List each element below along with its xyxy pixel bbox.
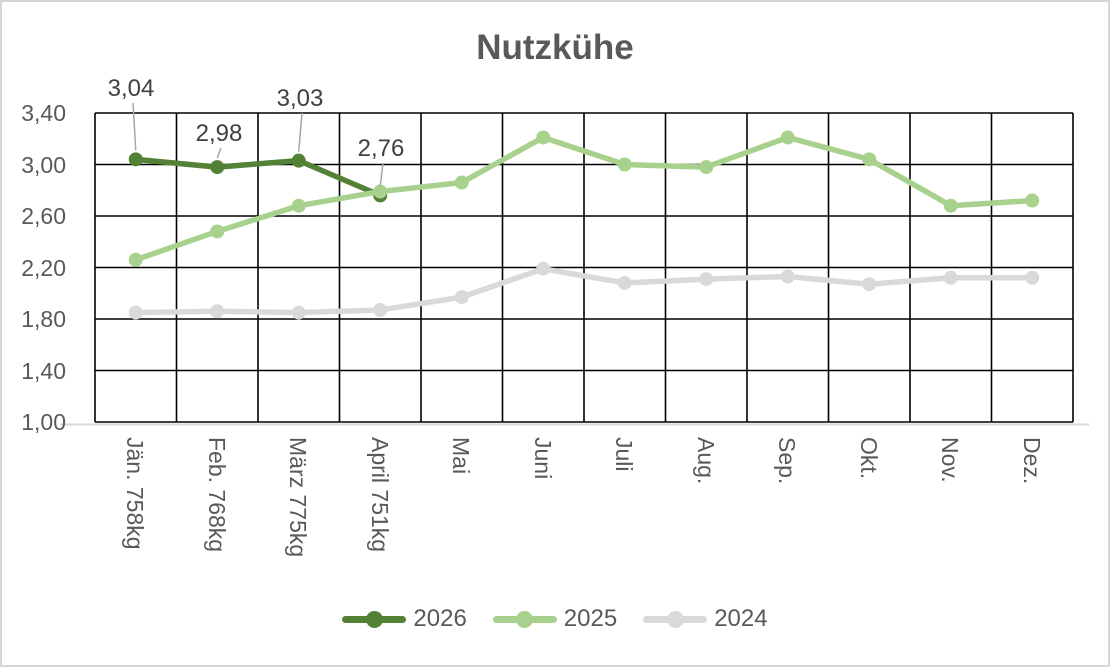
y-axis-tick-label: 1,40 [21, 358, 66, 384]
y-axis-tick-label: 3,00 [21, 152, 66, 178]
x-axis-category-label: Nov. [937, 437, 963, 483]
line-marker-icon [342, 610, 407, 628]
x-axis-category-label: Juli [611, 437, 637, 472]
x-axis-category-label: Jän. 758kg [122, 437, 148, 550]
legend-label: 2025 [563, 605, 618, 632]
x-axis-category-label: April 751kg [367, 437, 393, 553]
y-axis-tick-label: 2,60 [21, 203, 66, 229]
legend-label: 2026 [413, 605, 467, 632]
legend-label: 2024 [714, 605, 768, 632]
y-axis-tick-label: 1,00 [21, 409, 66, 435]
line-marker-icon [643, 610, 708, 628]
x-axis-category-label: Aug. [693, 437, 719, 485]
x-axis-category-label: März 775kg [285, 437, 311, 558]
y-axis-tick-label: 2,20 [21, 255, 66, 281]
x-axis-category-label: Juni [530, 437, 556, 480]
x-axis-category-label: Okt. [856, 437, 882, 480]
data-label: 3,04 [107, 75, 155, 102]
line-marker-icon [492, 610, 557, 628]
x-axis-category-label: Mai [448, 437, 474, 475]
x-axis-category-label: Dez. [1019, 437, 1045, 485]
data-label: 2,98 [195, 120, 243, 147]
legend-item-2024: 2024 [643, 605, 768, 633]
data-label: 3,03 [276, 85, 324, 112]
x-axis-category-label: Sep. [774, 437, 800, 485]
legend: 2026 2025 2024 [0, 605, 1110, 633]
y-axis-tick-label: 3,40 [21, 100, 66, 126]
legend-item-2026: 2026 [342, 605, 467, 633]
chart-title: Nutzkühe [476, 28, 634, 67]
x-axis-category-label: Feb. 768kg [204, 437, 230, 553]
data-label: 2,76 [357, 135, 405, 162]
y-axis-tick-label: 1,80 [21, 306, 66, 332]
legend-item-2025: 2025 [492, 605, 618, 633]
